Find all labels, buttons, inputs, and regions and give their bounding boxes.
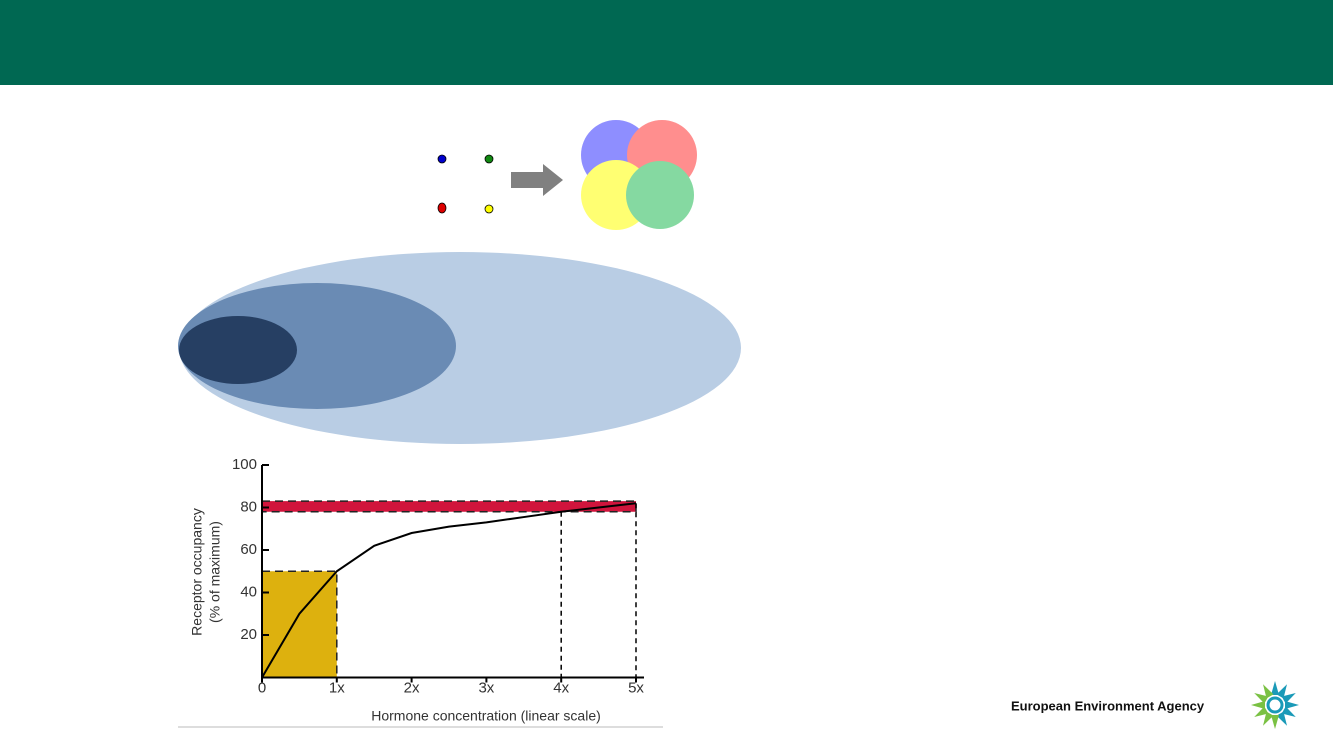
y-tick-label: 20 [240, 626, 257, 643]
highlight-region [261, 570, 338, 679]
y-axis-label: Receptor occupancy (% of maximum) [189, 508, 223, 636]
dot [437, 202, 447, 214]
dot [437, 154, 447, 164]
venn [581, 120, 697, 230]
x-tick-label: 2x [404, 679, 420, 696]
organization-name: European Environment Agency [1011, 698, 1205, 713]
arrow [511, 164, 563, 196]
x-tick-label: 5x [628, 679, 644, 696]
curve [261, 502, 637, 679]
y-tick-label: 80 [240, 498, 257, 515]
x-tick-label: 3x [478, 679, 494, 696]
chart: Hormone concentration (linear scale) Rec… [178, 456, 663, 728]
x-tick-label: 1x [329, 679, 345, 696]
logo [1251, 681, 1299, 729]
y-tick-label: 40 [240, 583, 257, 600]
inner-ellipse [179, 316, 297, 384]
header-bar [0, 0, 1333, 85]
y-axis-label-line: Receptor occupancy [189, 508, 205, 636]
x-tick-label: 0 [258, 679, 266, 696]
venn-circle [626, 161, 694, 229]
dot [484, 154, 494, 164]
y-tick-label: 100 [232, 456, 257, 473]
y-axis-label-line: (% of maximum) [207, 521, 223, 623]
x-axis-label: Hormone concentration (linear scale) [371, 708, 601, 724]
dot [484, 204, 494, 214]
x-tick-label: 4x [553, 679, 569, 696]
y-tick-label: 60 [240, 541, 257, 558]
